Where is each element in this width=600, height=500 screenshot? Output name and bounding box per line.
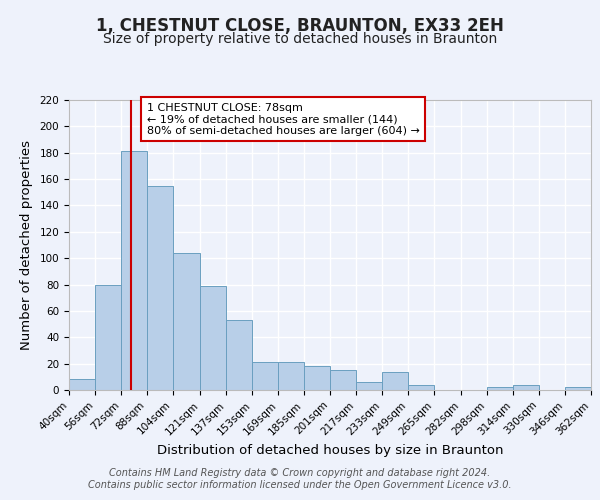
Bar — [356, 382, 382, 390]
Text: Contains HM Land Registry data © Crown copyright and database right 2024.: Contains HM Land Registry data © Crown c… — [109, 468, 491, 477]
Bar — [330, 370, 356, 390]
Bar — [304, 366, 330, 390]
Y-axis label: Number of detached properties: Number of detached properties — [20, 140, 32, 350]
Bar — [487, 388, 513, 390]
Bar — [382, 372, 408, 390]
Bar — [252, 362, 278, 390]
Text: 1 CHESTNUT CLOSE: 78sqm
← 19% of detached houses are smaller (144)
80% of semi-d: 1 CHESTNUT CLOSE: 78sqm ← 19% of detache… — [147, 102, 419, 136]
Bar — [121, 152, 147, 390]
Bar — [226, 320, 252, 390]
Text: Contains public sector information licensed under the Open Government Licence v3: Contains public sector information licen… — [88, 480, 512, 490]
X-axis label: Distribution of detached houses by size in Braunton: Distribution of detached houses by size … — [157, 444, 503, 456]
Bar — [147, 186, 173, 390]
Bar — [69, 380, 95, 390]
Bar — [200, 286, 226, 390]
Text: Size of property relative to detached houses in Braunton: Size of property relative to detached ho… — [103, 32, 497, 46]
Bar — [565, 388, 591, 390]
Bar — [408, 384, 434, 390]
Bar — [278, 362, 304, 390]
Text: 1, CHESTNUT CLOSE, BRAUNTON, EX33 2EH: 1, CHESTNUT CLOSE, BRAUNTON, EX33 2EH — [96, 18, 504, 36]
Bar — [513, 384, 539, 390]
Bar — [173, 253, 200, 390]
Bar — [95, 284, 121, 390]
